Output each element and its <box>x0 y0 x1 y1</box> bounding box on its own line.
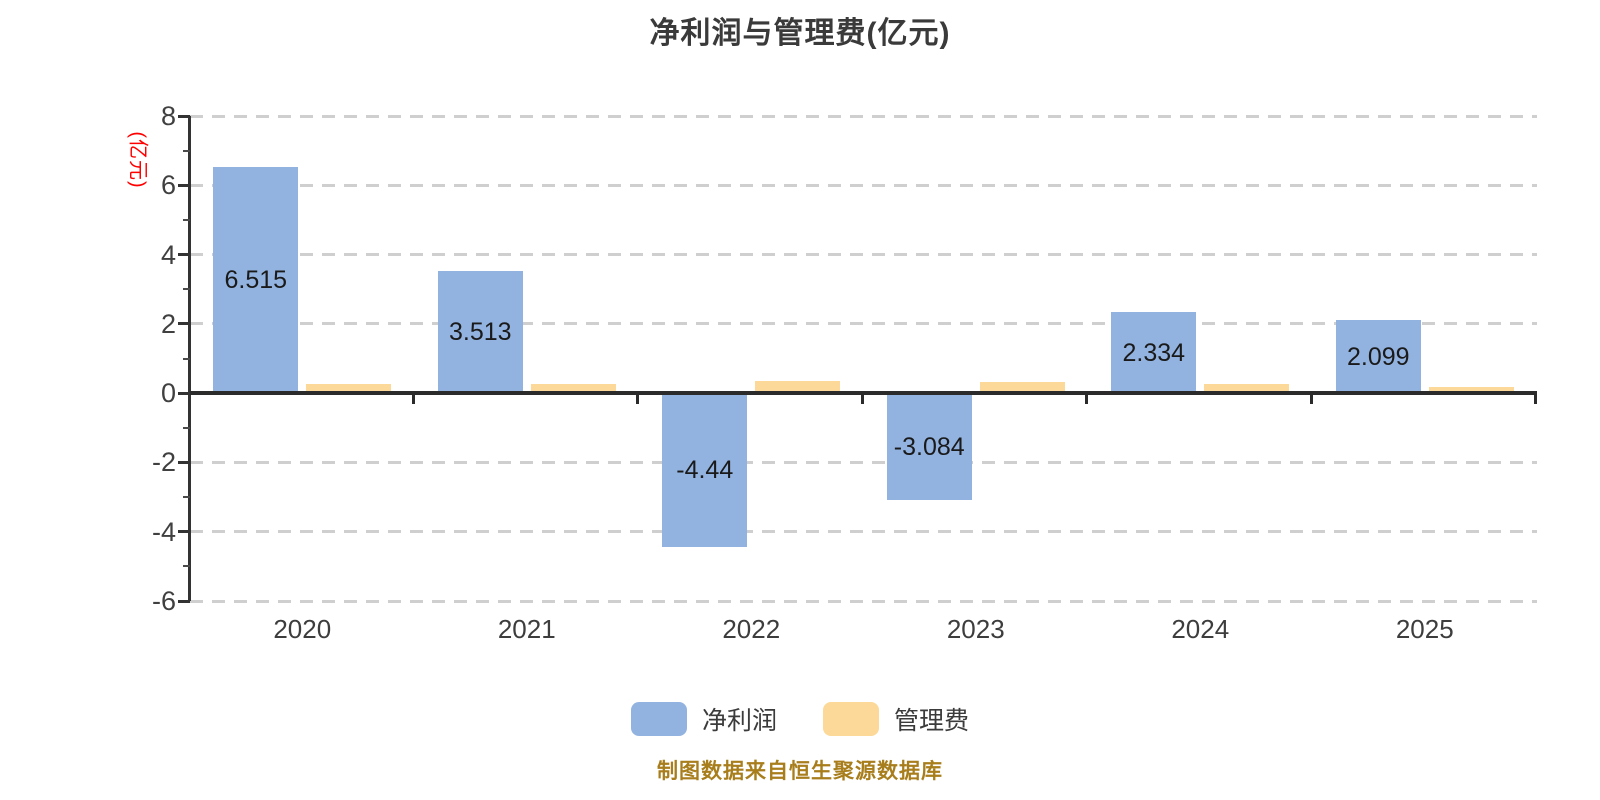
y-axis-major-tick--6 <box>178 599 190 603</box>
mgmt-fee-legend-label: 管理费 <box>894 707 970 735</box>
mgmt-fee-bar-2020 <box>306 384 392 394</box>
x-axis-group-tick-5 <box>1309 393 1313 405</box>
y-axis-minor-tick-7 <box>183 149 190 152</box>
y-axis-major-tick--4 <box>178 530 190 534</box>
net-profit-bar-2025 <box>1335 320 1421 394</box>
y-axis-tick-label-2: 2 <box>160 308 176 339</box>
net-profit-value-label-2020: 6.515 <box>224 266 288 295</box>
mgmt-fee-bar-2022 <box>755 380 841 394</box>
x-axis-group-tick-1 <box>411 393 415 405</box>
gridline-y--4 <box>190 530 1537 534</box>
mgmt-fee-legend-swatch <box>823 702 879 736</box>
mgmt-fee-bar-2023 <box>979 381 1065 394</box>
x-axis-group-tick-4 <box>1085 393 1088 405</box>
x-axis-label-2021: 2021 <box>497 614 556 644</box>
y-axis-minor-tick-3 <box>183 288 190 291</box>
y-axis-minor-tick--5 <box>183 565 190 568</box>
x-axis-label-2023: 2023 <box>946 614 1005 644</box>
net-profit-value-label-2024: 2.334 <box>1122 338 1186 367</box>
x-axis-label-2020: 2020 <box>273 614 332 644</box>
y-axis-tick-label--2: -2 <box>151 447 176 478</box>
net-profit-legend-swatch <box>630 702 687 736</box>
y-axis-minor-tick-5 <box>183 218 190 221</box>
net-profit-bar-2023 <box>886 393 972 500</box>
gridline-y-2 <box>190 322 1537 326</box>
net-profit-bar-2021 <box>437 271 523 394</box>
y-axis-minor-tick-1 <box>183 357 190 360</box>
plot-area: 8 6 4 2 0 -2 -4 -6 6.515 2020 3.513 2021 -4.44 2022 -3… <box>152 101 1537 644</box>
y-axis-tick-label-8: 8 <box>160 101 176 131</box>
x-axis-label-2024: 2024 <box>1171 614 1230 644</box>
y-axis-tick-label-0: 0 <box>160 378 176 409</box>
y-axis-tick-label-4: 4 <box>160 239 176 270</box>
data-source-footer: 制图数据来自恒生聚源数据库 <box>657 760 943 783</box>
y-axis-major-tick-0 <box>178 391 190 395</box>
y-axis-major-tick--2 <box>178 460 190 464</box>
gridline-y-4 <box>190 253 1537 257</box>
y-axis-tick-label-6: 6 <box>160 170 176 201</box>
gridline-y-8 <box>190 114 1537 118</box>
gridline-y--2 <box>190 460 1537 464</box>
x-axis-line <box>190 391 1537 396</box>
y-axis-tick-label--4: -4 <box>151 516 176 547</box>
y-axis-major-tick-2 <box>178 322 190 326</box>
y-axis-minor-tick--1 <box>183 426 190 429</box>
net-profit-value-label-2021: 3.513 <box>448 318 512 347</box>
gridline-y--6 <box>190 599 1537 603</box>
y-axis-major-tick-8 <box>178 114 190 118</box>
x-axis-group-tick-6 <box>1534 393 1537 405</box>
net-profit-value-label-2023: -3.084 <box>893 432 965 461</box>
mgmt-fee-bar-2021 <box>530 384 616 394</box>
gridline-y-6 <box>190 183 1537 187</box>
y-axis-minor-tick--3 <box>183 496 190 499</box>
net-profit-bar-2022 <box>662 393 748 547</box>
x-axis-group-tick-3 <box>860 393 864 405</box>
net-profit-value-label-2022: -4.44 <box>676 456 734 485</box>
legend: 净利润 管理费 <box>0 701 1600 737</box>
x-axis-group-tick-2 <box>636 393 639 405</box>
net-profit-bar-2024 <box>1111 312 1197 394</box>
mgmt-fee-bar-2025 <box>1428 386 1514 394</box>
y-axis-tick-label--6: -6 <box>151 586 176 616</box>
y-axis-major-tick-4 <box>178 253 190 257</box>
mgmt-fee-bar-2024 <box>1204 384 1290 394</box>
x-axis-label-2022: 2022 <box>722 614 781 644</box>
net-profit-legend-label: 净利润 <box>701 707 777 735</box>
net-profit-bar-2020 <box>213 167 299 394</box>
legend-item-mgmt-fee: 管理费 <box>823 701 969 737</box>
y-axis-major-tick-6 <box>178 183 190 187</box>
x-axis-label-2025: 2025 <box>1395 614 1454 644</box>
legend-item-net-profit: 净利润 <box>630 701 777 737</box>
net-profit-value-label-2025: 2.099 <box>1346 342 1410 371</box>
chart-title: 净利润与管理费(亿元) <box>649 17 951 50</box>
